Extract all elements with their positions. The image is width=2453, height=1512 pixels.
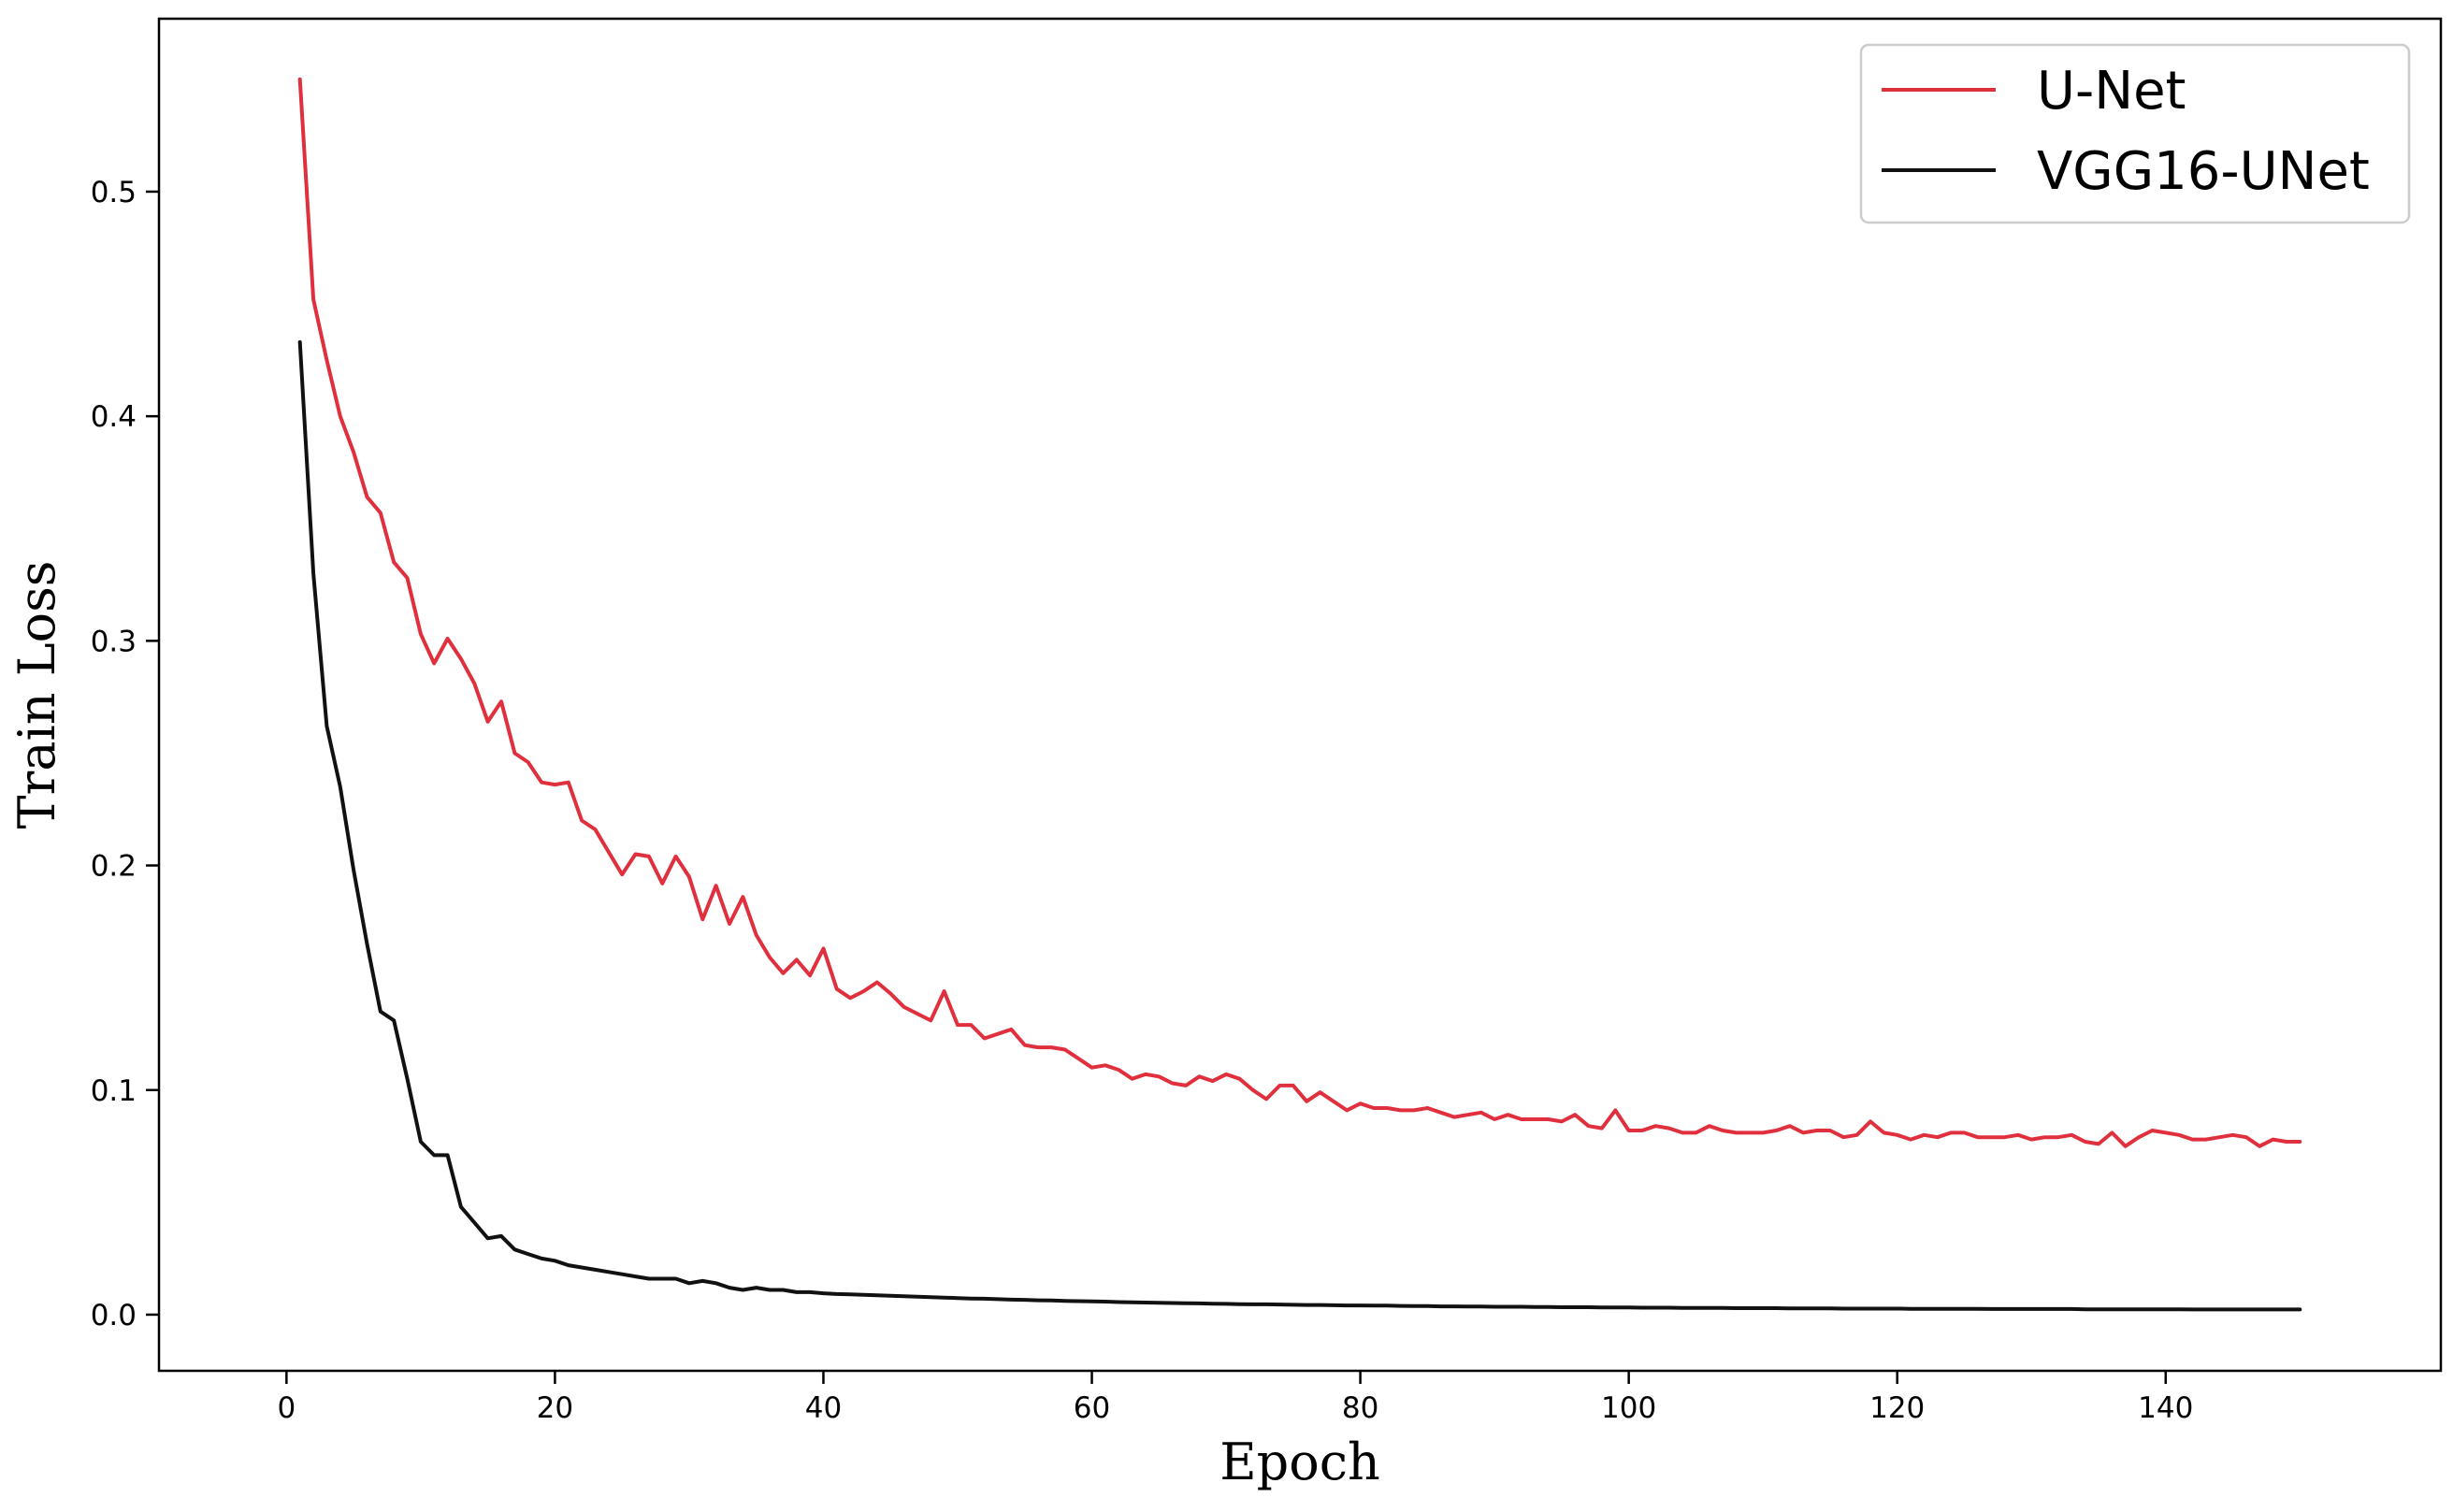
legend-frame (1859, 43, 2411, 224)
series-line-vgg16-unet (297, 339, 2302, 1312)
y-tick-label: 0.2 (91, 850, 137, 884)
legend: U-Net VGG16-UNet (1859, 43, 2411, 224)
x-axis-title: Epoch (1219, 1433, 1380, 1491)
series-lines (297, 77, 2302, 1312)
y-tick-label: 0.4 (91, 400, 137, 434)
x-tick-label: 0 (277, 1391, 296, 1425)
x-tick-label: 40 (805, 1391, 842, 1425)
x-tick-label: 120 (1869, 1391, 1925, 1425)
legend-label-vgg16-unet: VGG16-UNet (2037, 141, 2370, 202)
x-tick-label: 100 (1601, 1391, 1656, 1425)
plot-area (157, 17, 2443, 1373)
y-axis-title: Train Loss (7, 560, 66, 828)
y-tick-label: 0.3 (91, 625, 137, 658)
series-line-u-net (297, 77, 2302, 1148)
x-tick-label: 20 (537, 1391, 573, 1425)
y-tick-label: 0.5 (91, 176, 137, 209)
x-tick-label: 60 (1074, 1391, 1110, 1425)
x-tick-label: 80 (1342, 1391, 1378, 1425)
x-tick-label: 140 (2138, 1391, 2193, 1425)
y-tick-label: 0.1 (91, 1074, 137, 1108)
y-tick-label: 0.0 (91, 1299, 137, 1332)
x-axis-ticks: 0 20 40 60 80 100 120 140 (277, 1371, 2193, 1425)
legend-label-unet: U-Net (2037, 61, 2186, 122)
y-axis-ticks: 0.0 0.1 0.2 0.3 0.4 0.5 (91, 176, 159, 1332)
